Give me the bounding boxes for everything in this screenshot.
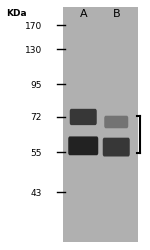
Text: B: B bbox=[112, 9, 120, 19]
Text: 170: 170 bbox=[25, 22, 42, 31]
Text: 95: 95 bbox=[30, 80, 42, 90]
Text: A: A bbox=[80, 9, 87, 19]
Text: 130: 130 bbox=[25, 46, 42, 54]
FancyBboxPatch shape bbox=[63, 8, 138, 242]
FancyBboxPatch shape bbox=[68, 137, 98, 156]
Text: 55: 55 bbox=[30, 148, 42, 157]
FancyBboxPatch shape bbox=[70, 110, 97, 126]
Text: KDa: KDa bbox=[6, 9, 27, 18]
FancyBboxPatch shape bbox=[104, 116, 128, 129]
Text: 43: 43 bbox=[31, 188, 42, 197]
FancyBboxPatch shape bbox=[103, 138, 130, 157]
Text: 72: 72 bbox=[31, 113, 42, 122]
